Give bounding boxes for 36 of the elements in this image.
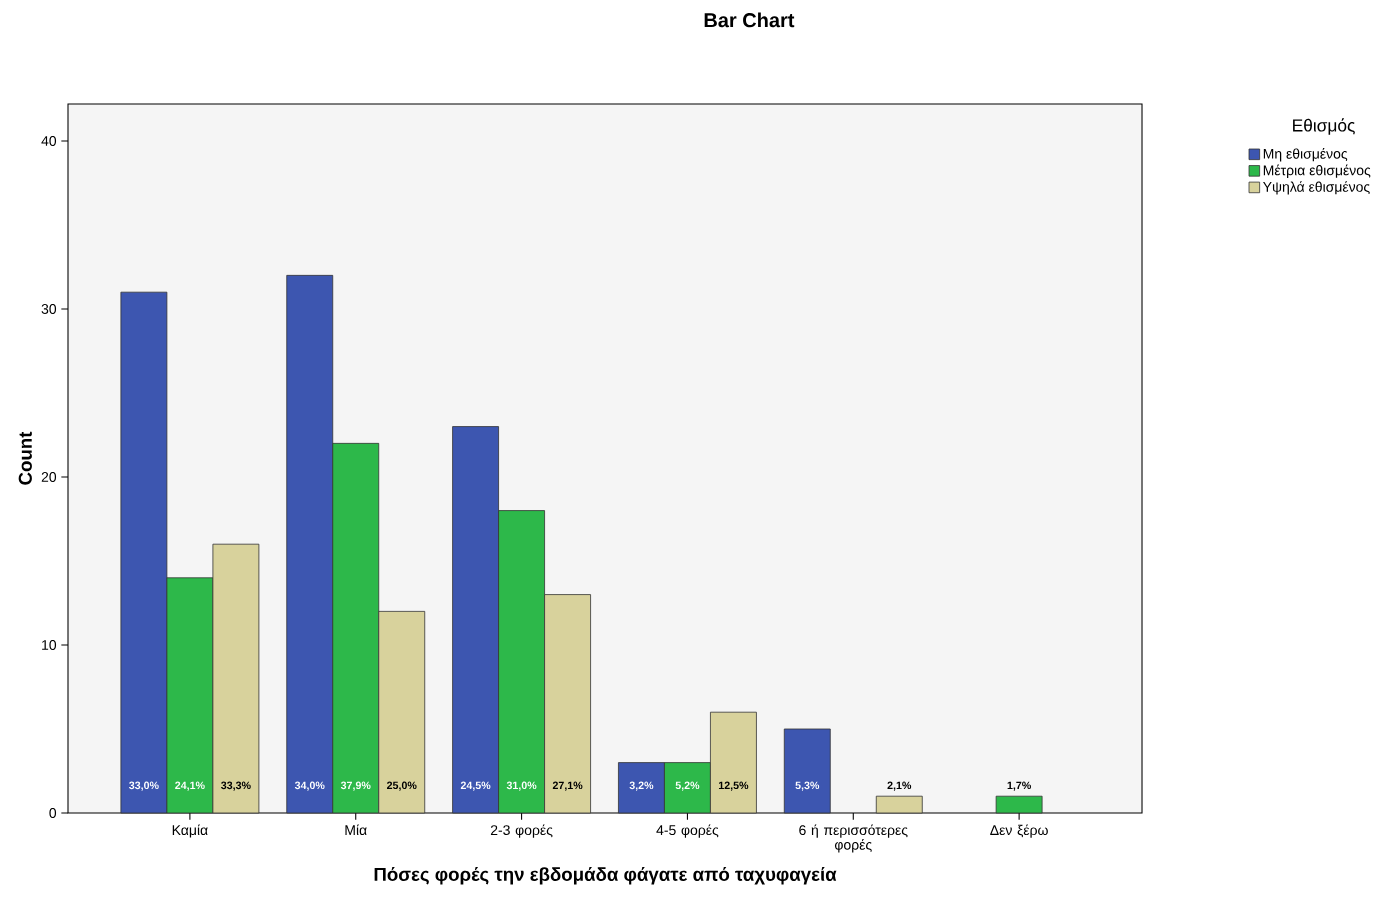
legend-label: Υψηλά εθισμένος [1263, 181, 1370, 195]
annotation: 1,7% [1007, 781, 1031, 791]
legend-title: Εθισμός [1293, 118, 1355, 135]
y-tick-label: 10 [42, 640, 57, 650]
bar [783, 728, 831, 814]
x-tick-label: 6 ή περισσότερες φορές [799, 824, 908, 853]
annotation: 27,1% [552, 781, 583, 791]
annotation: 2,1% [887, 781, 912, 791]
annotation: 31,0% [506, 781, 537, 791]
x-tick-label: 2-3 φορές [490, 824, 553, 838]
y-tick-label: 0 [49, 808, 57, 818]
annotation: 33,3% [221, 781, 251, 791]
annotation: 24,5% [460, 781, 491, 791]
x-axis-title: Πόσες φορές την εβδομάδα φάγατε από ταχυφαγεία [374, 866, 837, 885]
annotation: 34,0% [294, 781, 325, 791]
legend-label: Μέτρια εθισμένος [1263, 164, 1371, 179]
annotation: 33,0% [129, 781, 159, 791]
bar [995, 795, 1043, 814]
y-tick-label: 20 [41, 472, 57, 482]
annotation: 5,2% [675, 781, 700, 791]
y-tick-label: 40 [41, 136, 57, 146]
x-tick-label: 4-5 φορές [656, 824, 719, 838]
x-tick-label: Δεν ξέρω [990, 824, 1048, 838]
legend-label: Μη εθισμένος [1263, 148, 1348, 162]
annotation: 24,1% [175, 781, 205, 791]
annotation: 3,2% [629, 781, 654, 791]
x-tick-label: Καμία [172, 824, 208, 838]
annotation: 25,0% [387, 781, 417, 791]
bar [875, 795, 923, 814]
chart-title: Bar Chart [704, 12, 795, 28]
annotation: 5,3% [795, 781, 820, 791]
y-axis-title: Count [18, 431, 32, 485]
y-tick-label: 30 [41, 304, 57, 314]
x-tick-label: Μία [345, 824, 367, 836]
annotation: 12,5% [718, 781, 749, 791]
annotation: 37,9% [340, 781, 371, 791]
